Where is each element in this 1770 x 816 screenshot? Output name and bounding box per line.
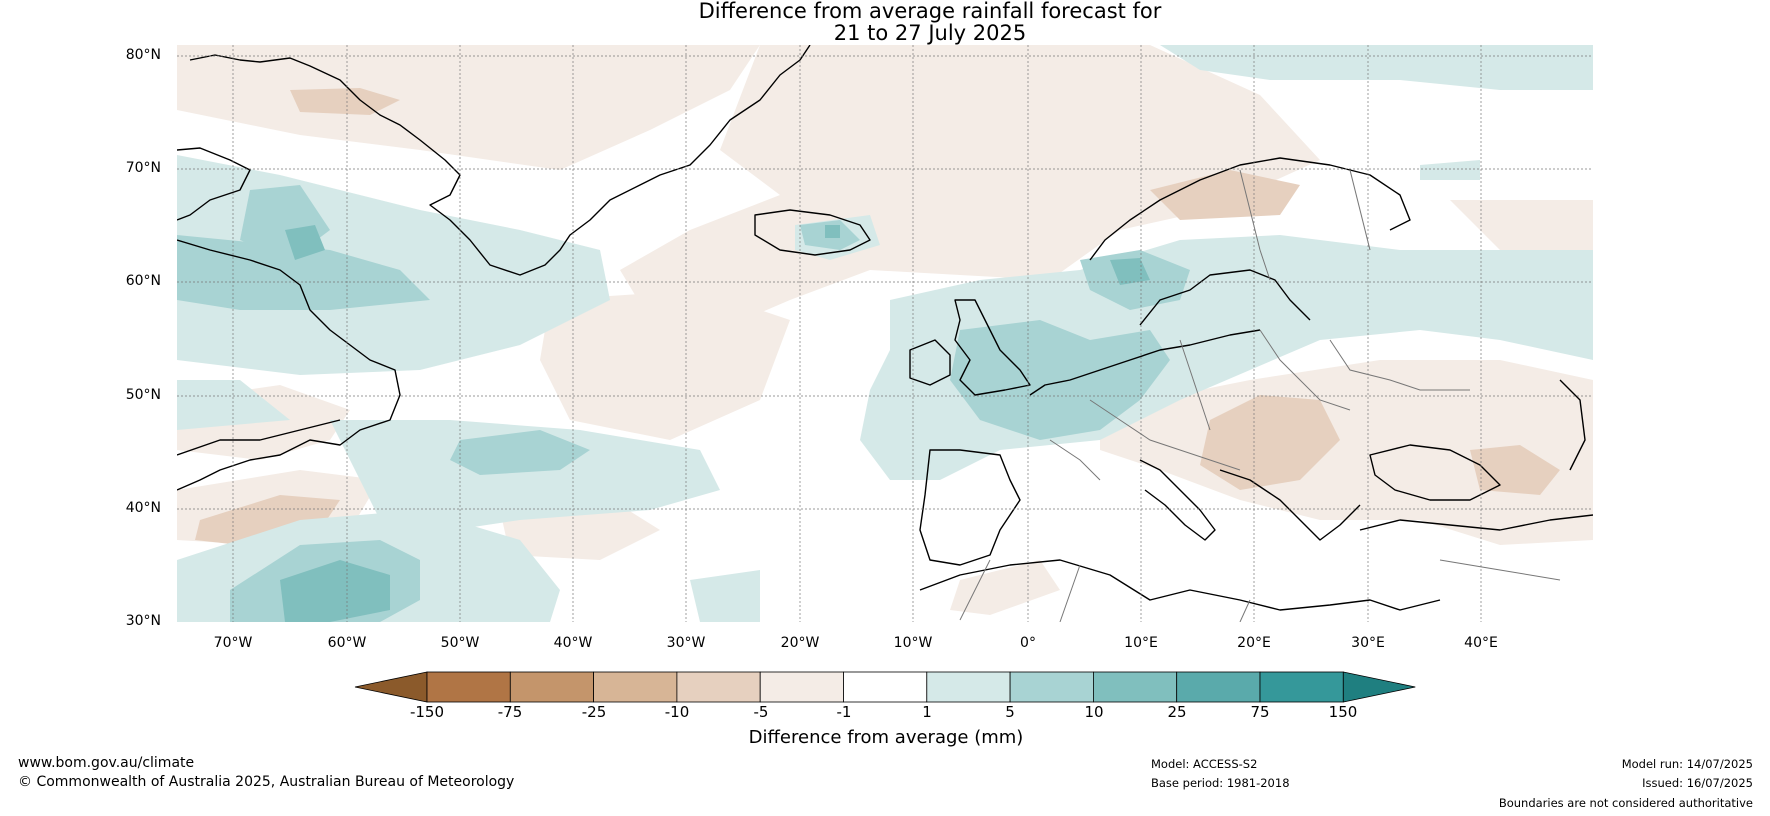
colorbar-segment — [676, 671, 761, 703]
colorbar-extend-low — [354, 671, 428, 703]
lon-label-30w: 30°W — [666, 635, 706, 651]
iberia-coast — [919, 449, 1021, 566]
copyright-text: © Commonwealth of Australia 2025, Austra… — [18, 774, 515, 790]
colorbar-segment — [593, 671, 678, 703]
colorbar-tick-label: 25 — [1167, 703, 1187, 721]
colorbar-segment — [843, 671, 928, 703]
colorbar-tick-label: -150 — [409, 703, 445, 721]
lon-label-60w: 60°W — [327, 635, 367, 651]
chart-title-line2: 21 to 27 July 2025 — [833, 21, 1027, 45]
sweden-finland-coast — [1139, 269, 1311, 326]
model-name: Model: ACCESS-S2 — [1151, 757, 1258, 771]
labrador-coast — [177, 239, 401, 491]
colorbar-tick-label: 5 — [1005, 703, 1015, 721]
balkans-coast — [1219, 469, 1361, 541]
colorbar-tick-label: 75 — [1250, 703, 1270, 721]
lon-label-20e: 20°E — [1237, 635, 1271, 651]
colorbar-segment — [1259, 671, 1344, 703]
great-britain-coast — [954, 299, 1031, 396]
colorbar-segment — [759, 671, 844, 703]
europe-coast — [1029, 329, 1261, 396]
black-sea-coast — [1369, 444, 1501, 501]
chart-title-line1: Difference from average rainfall forecas… — [698, 0, 1162, 23]
model-run-date: Model run: 14/07/2025 — [1621, 757, 1753, 771]
norway-coast — [1089, 157, 1411, 261]
coastlines — [177, 45, 1593, 611]
colorbar-extend-high — [1342, 671, 1416, 703]
lon-label-50w: 50°W — [440, 635, 480, 651]
colorbar-tick-label: -75 — [497, 703, 523, 721]
colorbar-title: Difference from average (mm) — [748, 727, 1024, 748]
colorbar-tick-label: 10 — [1084, 703, 1104, 721]
greenland-coast — [189, 45, 811, 276]
colorbar-segment — [426, 671, 511, 703]
map-area — [177, 45, 1593, 622]
wet-anomaly-regions — [177, 45, 1593, 622]
colorbar-segment — [1009, 671, 1094, 703]
lat-label-60n: 60°N — [125, 273, 161, 289]
colorbar-tick-label: -10 — [664, 703, 690, 721]
boundaries-disclaimer: Boundaries are not considered authoritat… — [1498, 796, 1753, 810]
canadian-arctic-coast — [177, 147, 251, 221]
country-borders — [959, 169, 1561, 622]
lon-label-10e: 10°E — [1124, 635, 1158, 651]
lat-label-40n: 40°N — [125, 500, 161, 516]
turkey-coast — [1359, 514, 1593, 531]
italy-coast — [1139, 459, 1216, 541]
lat-label-70n: 70°N — [125, 160, 161, 176]
lon-label-40e: 40°E — [1464, 635, 1498, 651]
lat-label-50n: 50°N — [125, 387, 161, 403]
lon-label-40w: 40°W — [553, 635, 593, 651]
lon-label-20w: 20°W — [780, 635, 820, 651]
issued-date: Issued: 16/07/2025 — [1642, 776, 1753, 790]
lon-label-10w: 10°W — [893, 635, 933, 651]
colorbar-segment — [926, 671, 1011, 703]
colorbar-tick-label: 150 — [1328, 703, 1358, 721]
colorbar-tick-label: -25 — [581, 703, 607, 721]
lon-label-30e: 30°E — [1351, 635, 1385, 651]
lon-label-0: 0° — [1020, 635, 1036, 651]
colorbar-segment — [1176, 671, 1261, 703]
colorbar-tick-label: -5 — [753, 703, 769, 721]
website-link[interactable]: www.bom.gov.au/climate — [18, 755, 195, 771]
lon-label-70w: 70°W — [213, 635, 253, 651]
base-period: Base period: 1981-2018 — [1151, 776, 1290, 790]
colorbar-segment — [509, 671, 594, 703]
africa-coast — [919, 559, 1441, 611]
caspian-coast — [1559, 379, 1586, 471]
lat-label-30n: 30°N — [125, 613, 161, 629]
colorbar — [354, 671, 1416, 703]
colorbar-tick-label: 1 — [922, 703, 932, 721]
nova-scotia-coast — [177, 419, 341, 456]
colorbar-tick-label: -1 — [836, 703, 852, 721]
graticule — [177, 45, 1593, 622]
ireland-coast — [909, 339, 951, 386]
lat-label-80n: 80°N — [125, 47, 161, 63]
iceland-coast — [754, 209, 871, 256]
colorbar-segment — [1093, 671, 1178, 703]
